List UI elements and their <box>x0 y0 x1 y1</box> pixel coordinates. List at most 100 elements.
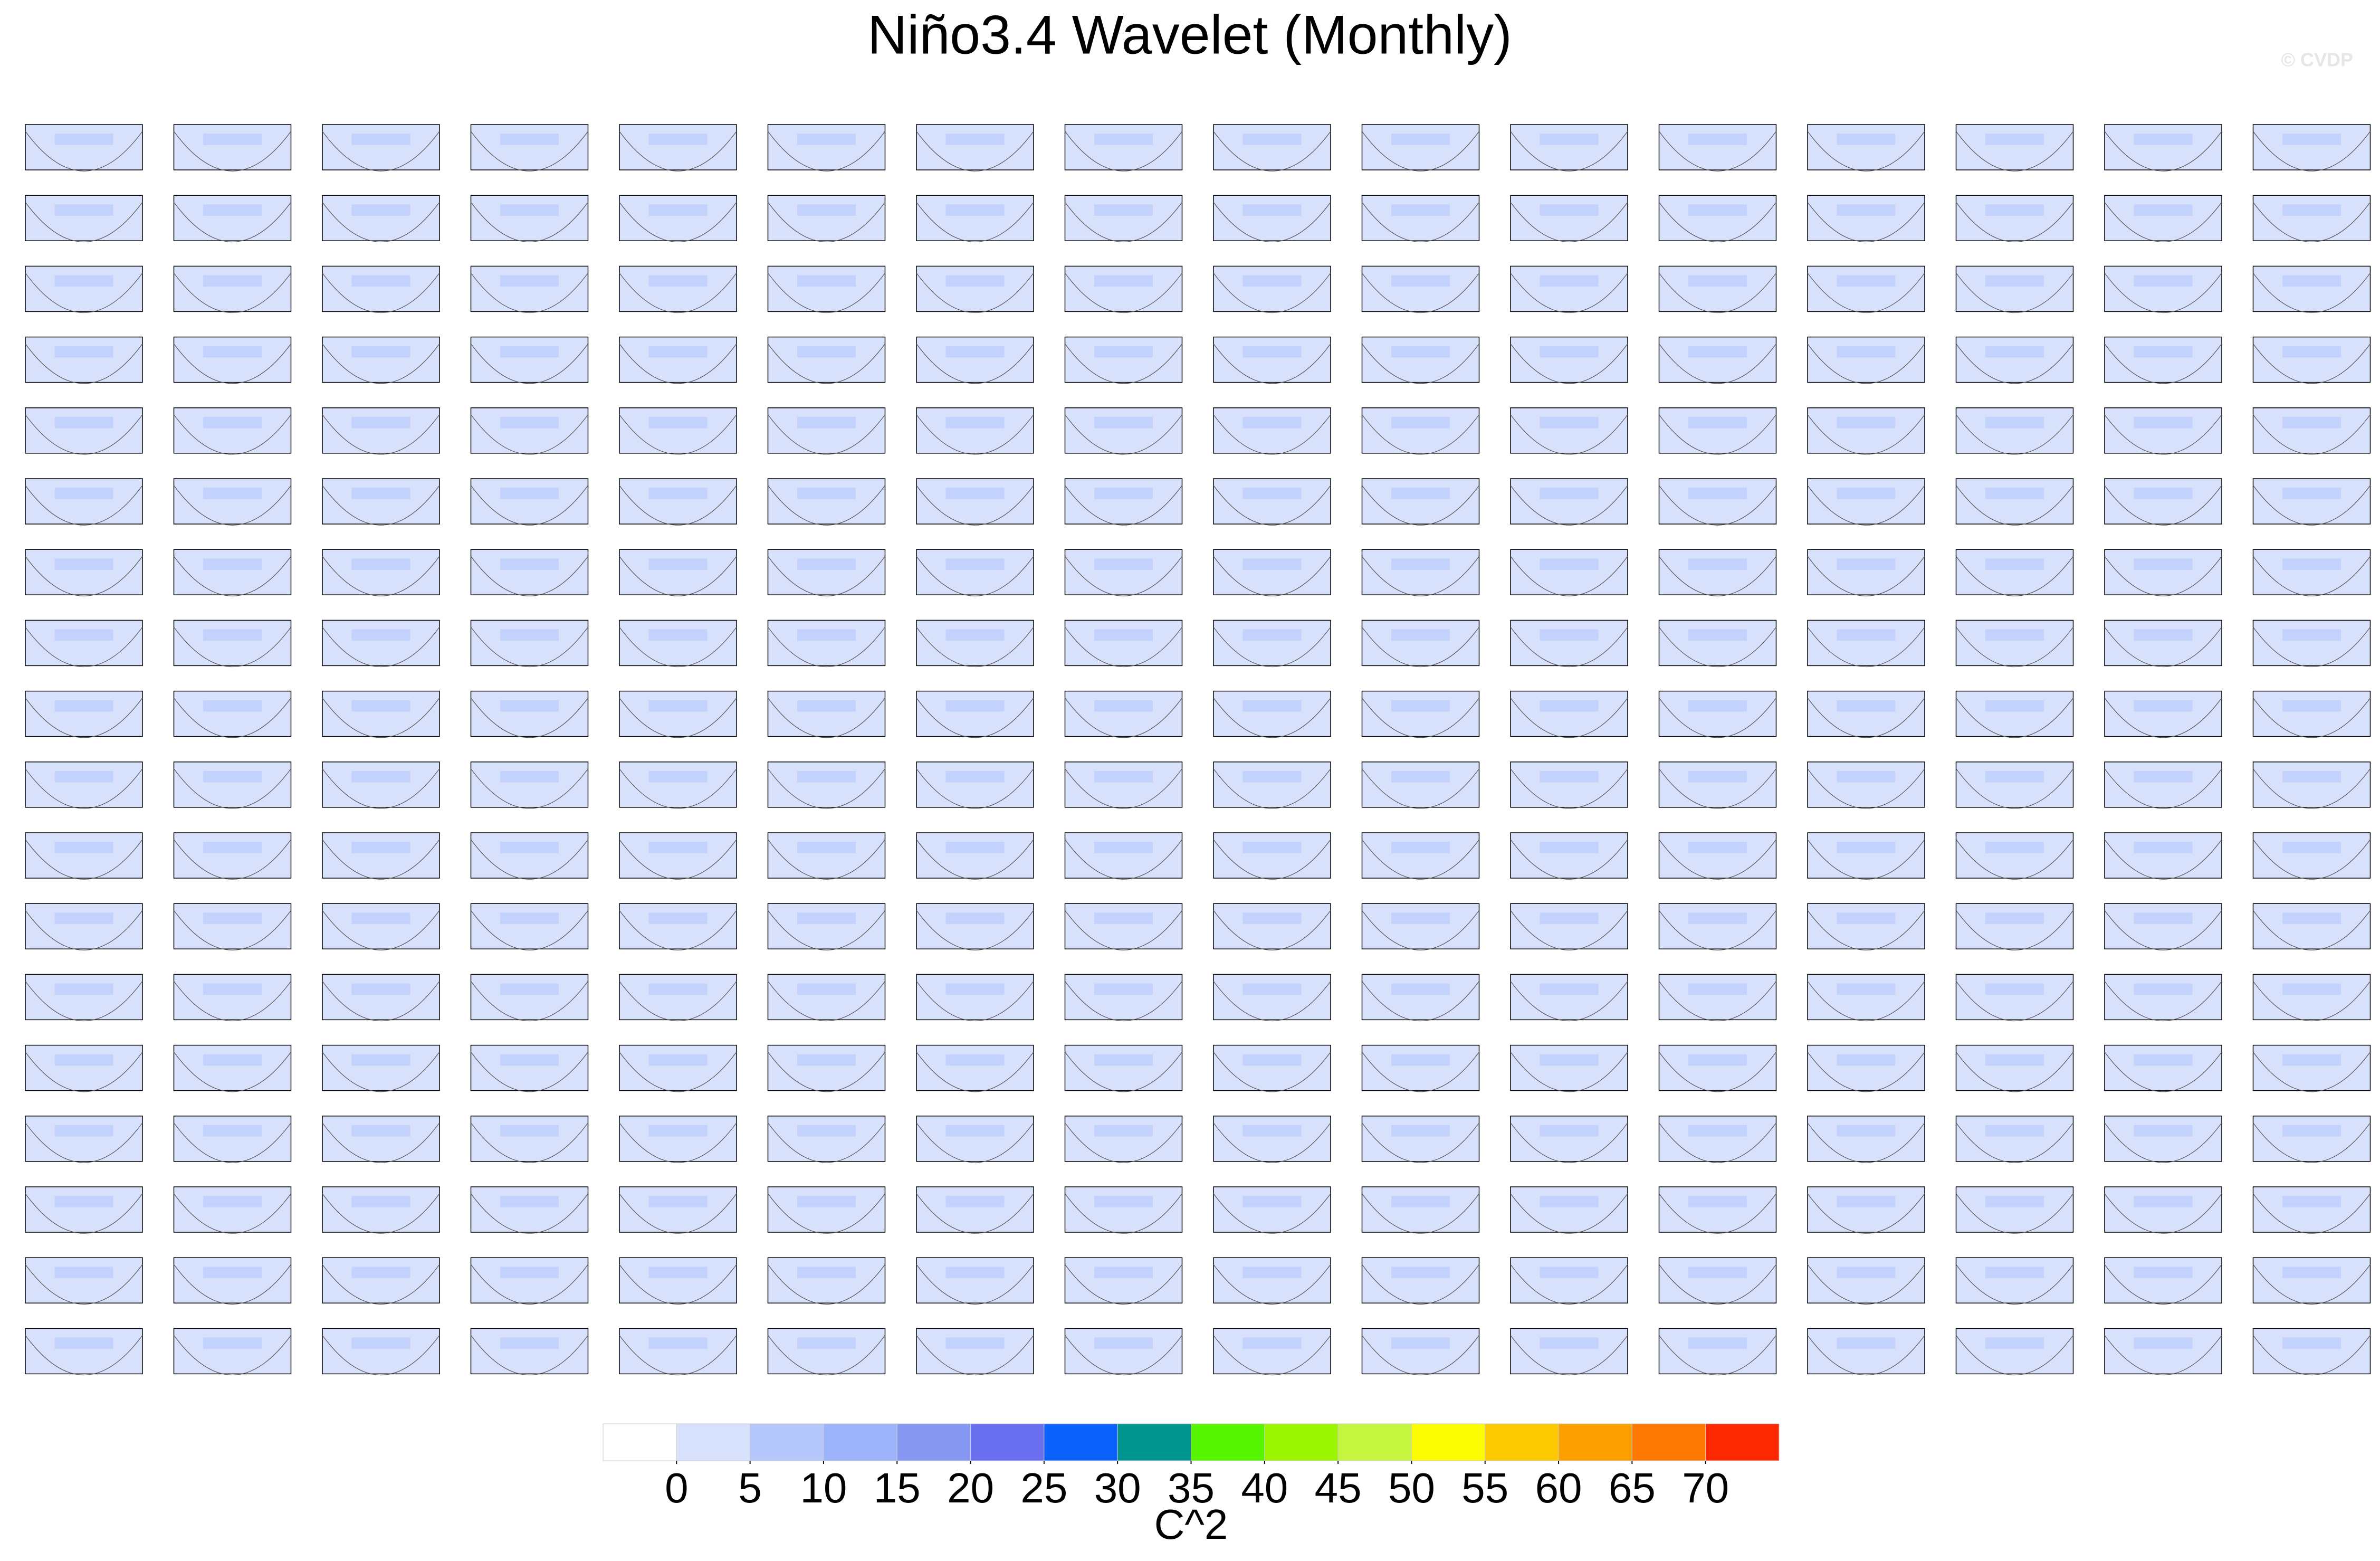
cone-of-influence <box>2104 485 2222 526</box>
cone-of-influence <box>768 1264 885 1305</box>
wavelet-panel <box>1213 1186 1331 1234</box>
cone-of-influence <box>471 981 588 1022</box>
wavelet-panel <box>322 265 440 313</box>
cone-of-influence <box>1659 839 1776 880</box>
panel-shade <box>2134 417 2193 429</box>
cone-of-influence <box>768 272 885 313</box>
wavelet-panel <box>1064 195 1183 242</box>
wavelet-panel <box>1213 762 1331 809</box>
panel-shade <box>1540 1196 1599 1207</box>
panel-background <box>2104 1044 2222 1091</box>
cone-of-influence <box>1807 1052 1925 1092</box>
cone-of-influence <box>25 1052 143 1092</box>
wavelet-panel <box>1213 407 1331 455</box>
panel-background <box>1510 1116 1628 1162</box>
panel-background <box>173 1328 292 1375</box>
cone-of-influence <box>916 414 1034 455</box>
panel-shade <box>945 346 1005 358</box>
cone-of-influence <box>174 1052 291 1092</box>
panel-shade <box>945 842 1005 853</box>
colorbar-tick-label: 15 <box>874 1464 921 1511</box>
cone-of-influence <box>2104 202 2222 242</box>
panel-shade <box>1094 134 1153 145</box>
panel-background <box>2104 478 2222 525</box>
panel-shade <box>54 558 113 570</box>
panel-background <box>1361 1044 1480 1091</box>
panel-shade <box>945 558 1005 570</box>
panel-shade <box>945 1125 1005 1137</box>
panel-background <box>1807 1186 1925 1233</box>
panel-background <box>1807 832 1925 879</box>
wavelet-panel <box>173 124 292 172</box>
panel-background <box>1064 265 1183 312</box>
cone-of-influence <box>25 344 143 384</box>
wavelet-panel <box>173 407 292 455</box>
panel-shade <box>1688 346 1747 358</box>
panel-shade <box>1540 700 1599 712</box>
cone-of-influence <box>322 272 440 313</box>
panel-background <box>322 1257 440 1303</box>
wavelet-panel <box>173 336 292 384</box>
wavelet-panel <box>619 903 737 950</box>
wavelet-panel <box>1955 195 2074 242</box>
panel-shade <box>797 346 856 358</box>
panel-background <box>1955 620 2074 667</box>
wavelet-panel <box>1064 1044 1183 1092</box>
panel-shade <box>1094 629 1153 641</box>
cone-of-influence <box>1510 272 1628 313</box>
panel-shade <box>1540 204 1599 216</box>
panel-shade <box>1985 204 2044 216</box>
colorbar-box <box>603 1423 677 1461</box>
cone-of-influence <box>1510 414 1628 455</box>
wavelet-panel <box>767 124 886 172</box>
panel-shade <box>500 629 559 641</box>
cone-of-influence <box>1510 768 1628 809</box>
panel-shade <box>500 842 559 853</box>
panel-shade <box>1985 1337 2044 1349</box>
wavelet-panel <box>173 1186 292 1234</box>
panel-background <box>916 549 1034 595</box>
panel-shade <box>648 983 708 995</box>
panel-shade <box>54 1125 113 1137</box>
panel-shade <box>2134 1196 2193 1207</box>
wavelet-panel <box>619 265 737 313</box>
wavelet-panel <box>2252 195 2371 242</box>
panel-background <box>2104 1257 2222 1303</box>
wavelet-panel <box>1510 478 1628 526</box>
wavelet-panel <box>322 903 440 950</box>
cone-of-influence <box>25 1122 143 1163</box>
cone-of-influence <box>2104 556 2222 596</box>
cone-of-influence <box>322 626 440 668</box>
panel-shade <box>797 983 856 995</box>
cone-of-influence <box>1510 698 1628 738</box>
panel-shade <box>1688 1267 1747 1278</box>
wavelet-panel <box>767 407 886 455</box>
cone-of-influence <box>1956 131 2073 172</box>
panel-background <box>916 974 1034 1021</box>
wavelet-panel <box>470 1328 589 1376</box>
cone-of-influence <box>2104 414 2222 455</box>
panel-background <box>1658 1186 1777 1233</box>
cone-of-influence <box>1807 272 1925 313</box>
panel-background <box>1361 1328 1480 1375</box>
cone-of-influence <box>471 1264 588 1305</box>
panel-shade <box>1242 1196 1302 1207</box>
panel-shade <box>1837 912 1896 924</box>
wavelet-panel <box>767 265 886 313</box>
panel-shade <box>945 1196 1005 1207</box>
wavelet-panel <box>1658 1116 1777 1163</box>
panel-background <box>173 407 292 454</box>
panel-background <box>2104 124 2222 170</box>
cone-of-influence <box>1362 1335 1479 1376</box>
panel-shade <box>54 1196 113 1207</box>
panel-background <box>2252 336 2371 383</box>
panel-shade <box>1242 1267 1302 1278</box>
cone-of-influence <box>25 272 143 313</box>
panel-shade <box>2282 275 2341 287</box>
wavelet-panel <box>25 265 143 313</box>
cone-of-influence <box>1213 414 1331 455</box>
wavelet-panel <box>1658 1186 1777 1234</box>
wavelet-panel <box>1064 762 1183 809</box>
cone-of-influence <box>1956 485 2073 526</box>
panel-background <box>173 903 292 949</box>
